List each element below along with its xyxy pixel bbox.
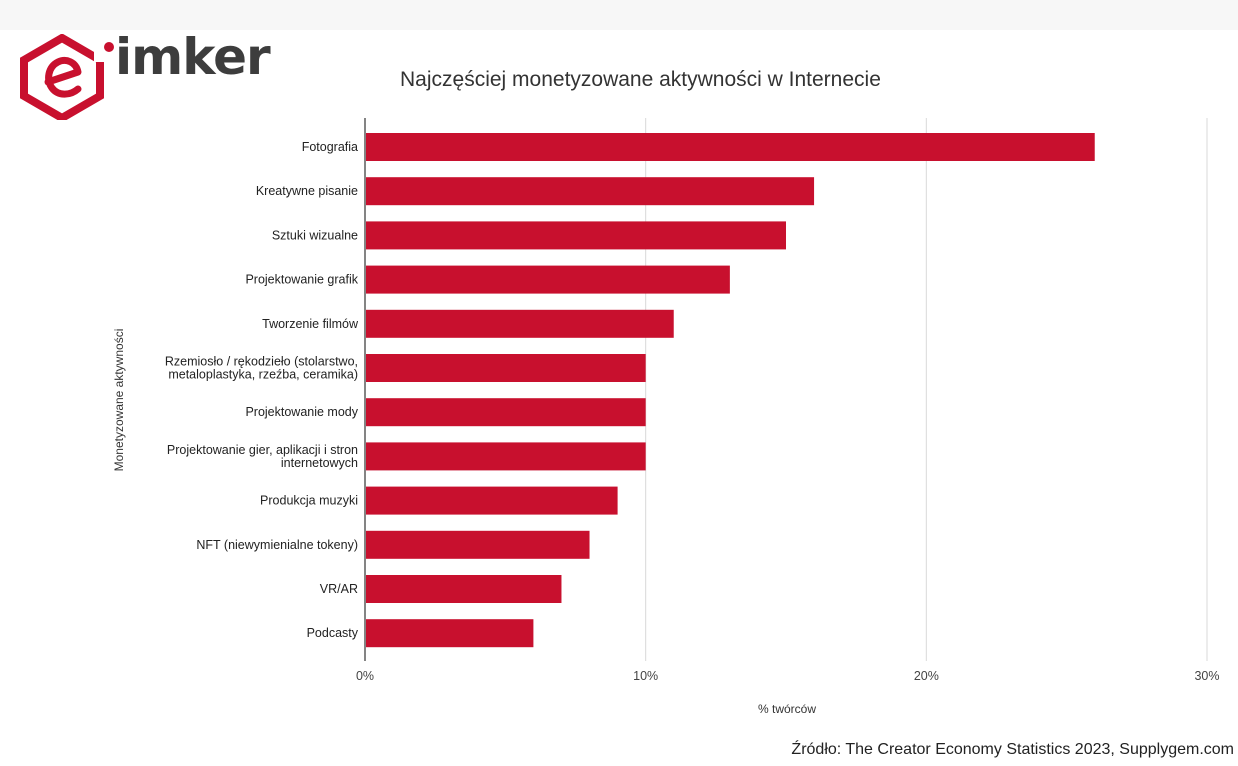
logo-wordmark: imker [115, 28, 271, 86]
chart-title: Najczęściej monetyzowane aktywności w In… [400, 68, 881, 91]
bar [366, 486, 618, 515]
bar [366, 619, 534, 648]
category-label: Kreatywne pisanie [256, 184, 358, 198]
category-label: Sztuki wizualne [272, 228, 358, 242]
category-label: Projektowanie mody [245, 405, 358, 419]
category-label: Tworzenie filmów [262, 317, 359, 331]
logo-hexagon-icon [20, 34, 114, 120]
bar [366, 133, 1095, 161]
x-tick-label: 10% [633, 669, 658, 683]
source-note: Źródło: The Creator Economy Statistics 2… [791, 741, 1234, 758]
bar [366, 309, 674, 338]
category-label: NFT (niewymienialne tokeny) [196, 538, 358, 552]
category-label: Podcasty [307, 626, 359, 640]
x-tick-label: 30% [1194, 669, 1219, 683]
x-tick-label: 20% [914, 669, 939, 683]
bar [366, 530, 590, 559]
category-label: Produkcja muzyki [260, 494, 358, 508]
bar [366, 221, 786, 250]
category-label: Rzemiosło / rękodzieło (stolarstwo, metal… [165, 355, 358, 382]
category-label: Projektowanie gier, aplikacji i stron int… [167, 443, 358, 470]
x-axis-label: % twórców [757, 702, 817, 716]
bar [366, 575, 562, 603]
category-label: Projektowanie grafik [245, 273, 358, 287]
category-label: VR/AR [320, 582, 358, 596]
bar [366, 265, 730, 294]
brand-logo: imker [16, 32, 271, 120]
x-tick-label: 0% [356, 669, 374, 683]
top-band [0, 0, 1238, 30]
y-axis-label: Monetyzowane aktywności [112, 328, 126, 472]
bar [366, 354, 646, 382]
bar [366, 442, 646, 471]
category-label: Fotografia [302, 140, 358, 154]
bar [366, 398, 646, 427]
bar [366, 177, 815, 206]
